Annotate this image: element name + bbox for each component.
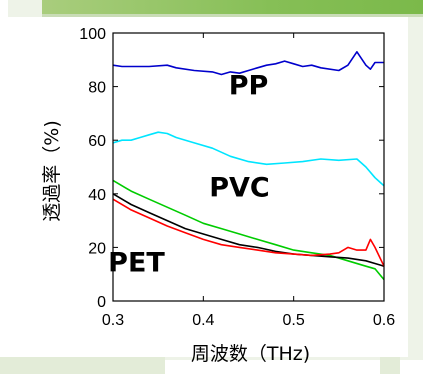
series-line-pp xyxy=(112,50,384,76)
series-line-unlabeled-2 xyxy=(112,179,385,281)
series-label-pet: PET xyxy=(108,248,165,279)
series-label-pp: PP xyxy=(229,71,269,102)
series-line-unlabeled-3 xyxy=(112,193,385,267)
x-tick-label: 0.3 xyxy=(102,312,124,329)
series-line-pet xyxy=(112,198,385,267)
y-tick-label: 60 xyxy=(88,133,106,150)
y-tick-label: 80 xyxy=(88,80,106,97)
y-tick-label: 20 xyxy=(88,240,106,257)
chart-panel xyxy=(8,17,408,357)
bottom-right-strip xyxy=(380,357,400,374)
header-accent-band xyxy=(42,0,423,14)
y-tick-label: 100 xyxy=(79,26,106,43)
y-tick-label: 0 xyxy=(97,294,106,311)
bottom-left-strip xyxy=(0,357,165,374)
y-axis-title: 透過率（%) xyxy=(41,120,63,221)
header-accent-shadow xyxy=(42,14,423,17)
y-tick-label: 40 xyxy=(88,187,106,204)
x-tick-label: 0.5 xyxy=(283,312,305,329)
x-tick-label: 0.6 xyxy=(373,312,395,329)
series-label-pvc: PVC xyxy=(209,172,270,203)
axis-ticks: 0.3 0.4 0.5 0.6 0 20 40 60 80 100 xyxy=(79,26,395,329)
plot-frame xyxy=(112,32,385,302)
series-line-pvc xyxy=(112,131,385,187)
series-layer xyxy=(112,50,385,281)
x-tick-label: 0.4 xyxy=(192,312,214,329)
x-axis-title: 周波数（THz) xyxy=(191,343,310,365)
series-labels: PP PVC PET xyxy=(108,71,270,279)
